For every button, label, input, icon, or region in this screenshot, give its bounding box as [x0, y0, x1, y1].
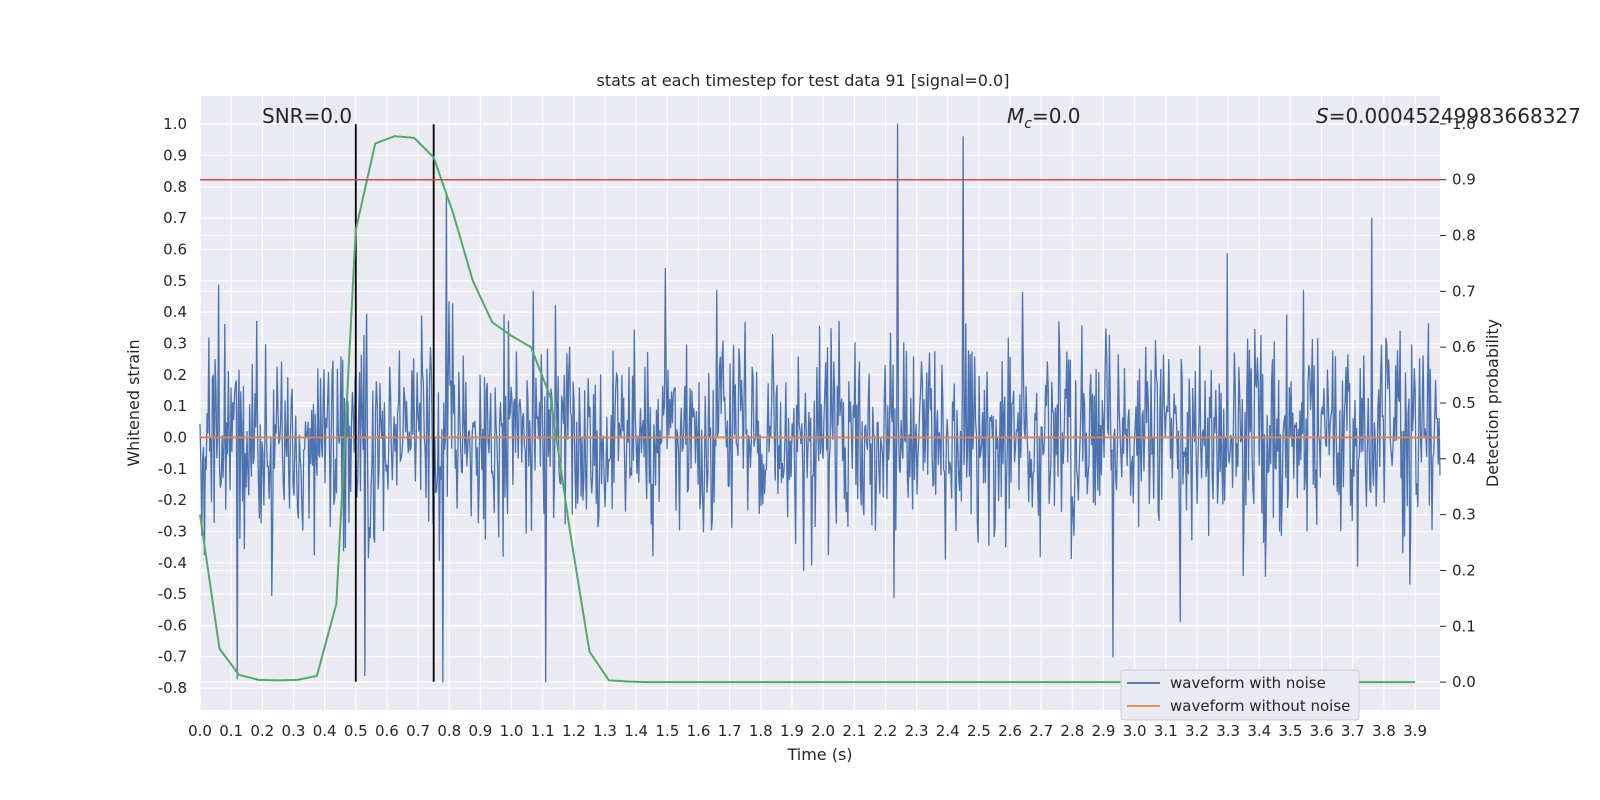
x-tick-label-16: 1.6 — [687, 722, 711, 740]
x-tick-label-28: 2.8 — [1060, 722, 1084, 740]
y-axis-label: Whitened strain — [124, 339, 143, 466]
legend-box — [1120, 669, 1360, 721]
x-tick-label-34: 3.4 — [1247, 722, 1271, 740]
x-tick-label-25: 2.5 — [967, 722, 991, 740]
x-tick-label-0: 0.0 — [188, 722, 212, 740]
s-annotation: S=0.00045249983668327 — [1316, 104, 1581, 128]
right-y-tick-label-1: 0.9 — [1452, 171, 1476, 189]
x-tick-label-33: 3.3 — [1216, 722, 1240, 740]
y-tick-label-4: 0.6 — [163, 241, 187, 259]
y-tick-label-13: -0.3 — [158, 522, 187, 540]
x-tick-label-35: 3.5 — [1279, 722, 1303, 740]
y-tick-label-11: -0.1 — [158, 460, 187, 478]
right-y-tick-label-2: 0.8 — [1452, 227, 1476, 245]
x-tick-label-24: 2.4 — [936, 722, 960, 740]
right-y-tick-label-8: 0.2 — [1452, 561, 1476, 579]
chirp-mass-annotation: Mc=0.0 — [1007, 104, 1081, 132]
snr-annotation: SNR=0.0 — [262, 104, 352, 128]
x-tick-label-22: 2.2 — [873, 722, 897, 740]
event-markers — [354, 124, 435, 682]
right-y-tick-label-7: 0.3 — [1452, 506, 1476, 524]
y-tick-label-18: -0.8 — [158, 679, 187, 697]
x-tick-labels: 0.0 0.1 0.2 0.3 0.4 0.5 0.6 0.7 0.8 0.9 1.0 1.1 1.2 1… — [188, 722, 1427, 740]
right-y-tick-label-4: 0.6 — [1452, 338, 1476, 356]
x-tick-label-9: 0.9 — [468, 722, 492, 740]
right-y-axis-label: Detection probability — [1483, 319, 1502, 487]
x-tick-label-7: 0.7 — [406, 722, 430, 740]
x-tick-label-4: 0.4 — [313, 722, 337, 740]
x-tick-label-29: 2.9 — [1092, 722, 1116, 740]
x-tick-label-31: 3.1 — [1154, 722, 1178, 740]
x-tick-label-23: 2.3 — [905, 722, 929, 740]
y-tick-label-2: 0.8 — [163, 178, 187, 196]
legend-label-clean: waveform without noise — [1170, 697, 1350, 715]
y-tick-label-16: -0.6 — [158, 616, 187, 634]
right-y-tick-label-3: 0.7 — [1452, 282, 1476, 300]
x-tick-label-12: 1.2 — [562, 722, 586, 740]
y-tick-label-15: -0.5 — [158, 585, 187, 603]
x-tick-label-2: 0.2 — [250, 722, 274, 740]
legend: waveform with noise waveform without noi… — [1120, 669, 1360, 721]
waveform-with-noise-line — [199, 123, 1441, 683]
y-tick-label-5: 0.5 — [163, 272, 187, 290]
x-tick-label-30: 3.0 — [1123, 722, 1147, 740]
legend-label-noise: waveform with noise — [1170, 674, 1326, 692]
x-tick-label-19: 1.9 — [780, 722, 804, 740]
x-tick-label-8: 0.8 — [437, 722, 461, 740]
x-tick-label-1: 0.1 — [219, 722, 243, 740]
series-detection-probability — [199, 135, 1416, 684]
x-tick-label-38: 3.8 — [1372, 722, 1396, 740]
y-tick-label-6: 0.4 — [163, 303, 187, 321]
x-tick-label-10: 1.0 — [500, 722, 524, 740]
right-y-tick-labels: 1.0 0.9 0.8 0.7 0.6 0.5 0.4 0.3 0.2 0.1 0.0 — [1440, 115, 1476, 691]
x-tick-label-3: 0.3 — [282, 722, 306, 740]
s-symbol: S — [1316, 104, 1329, 128]
x-tick-label-27: 2.7 — [1029, 722, 1053, 740]
y-tick-label-3: 0.7 — [163, 209, 187, 227]
right-y-tick-label-0: 1.0 — [1452, 115, 1476, 133]
x-tick-label-36: 3.6 — [1310, 722, 1334, 740]
x-tick-label-14: 1.4 — [624, 722, 648, 740]
chirp-mass-subscript: c — [1024, 116, 1032, 132]
chirp-mass-symbol: M — [1007, 104, 1024, 128]
detection-probability-line — [199, 135, 1416, 684]
x-tick-label-5: 0.5 — [344, 722, 368, 740]
x-tick-label-32: 3.2 — [1185, 722, 1209, 740]
x-tick-label-39: 3.9 — [1403, 722, 1427, 740]
x-axis-label: Time (s) — [786, 745, 852, 764]
y-tick-label-9: 0.1 — [163, 397, 187, 415]
y-tick-label-17: -0.7 — [158, 648, 187, 666]
series-waveform-with-noise — [199, 123, 1441, 683]
x-tick-label-17: 1.7 — [718, 722, 742, 740]
right-y-tick-label-9: 0.1 — [1452, 617, 1476, 635]
x-tick-label-11: 1.1 — [531, 722, 555, 740]
y-tick-label-8: 0.2 — [163, 366, 187, 384]
x-tick-label-26: 2.6 — [998, 722, 1022, 740]
chart-title: stats at each timestep for test data 91 … — [597, 71, 1010, 90]
y-tick-label-12: -0.2 — [158, 491, 187, 509]
right-y-tick-label-5: 0.5 — [1452, 394, 1476, 412]
y-tick-labels: 1.0 0.9 0.8 0.7 0.6 0.5 0.4 0.3 0.2 0.1 0.0 -0.1 -0.… — [158, 115, 187, 697]
right-y-tick-label-6: 0.4 — [1452, 450, 1476, 468]
y-tick-label-1: 0.9 — [163, 147, 187, 165]
x-tick-label-13: 1.3 — [593, 722, 617, 740]
x-tick-label-21: 2.1 — [842, 722, 866, 740]
y-tick-label-14: -0.4 — [158, 554, 187, 572]
x-tick-label-20: 2.0 — [811, 722, 835, 740]
s-value: =0.00045249983668327 — [1329, 104, 1581, 128]
y-tick-label-0: 1.0 — [163, 115, 187, 133]
y-tick-label-10: 0.0 — [163, 428, 187, 446]
x-tick-label-15: 1.5 — [655, 722, 679, 740]
x-tick-label-6: 0.6 — [375, 722, 399, 740]
chirp-mass-value: =0.0 — [1032, 104, 1081, 128]
x-tick-label-18: 1.8 — [749, 722, 773, 740]
right-y-tick-label-10: 0.0 — [1452, 673, 1476, 691]
y-tick-label-7: 0.3 — [163, 334, 187, 352]
x-tick-label-37: 3.7 — [1341, 722, 1365, 740]
